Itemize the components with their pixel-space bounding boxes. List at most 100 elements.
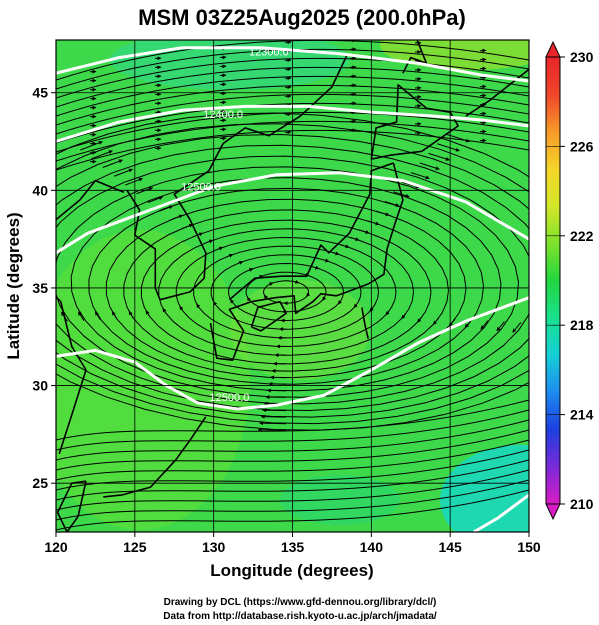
colorbar-tick-label: 218 xyxy=(570,317,594,333)
coast-ryukyu xyxy=(103,416,207,498)
streamline-arrow xyxy=(125,177,143,186)
height-contour-line xyxy=(473,493,529,532)
y-axis-label: Latitude (degrees) xyxy=(4,212,23,359)
x-axis-ticks: 120 125 130 135 140 145 150 xyxy=(44,532,541,555)
streamline-arrow xyxy=(28,312,35,323)
contour-label: 12500.0 xyxy=(181,181,221,193)
streamline-arrow xyxy=(258,275,264,279)
streamline-arrow xyxy=(147,196,164,203)
streamline-arrow xyxy=(259,421,287,426)
streamline-loop xyxy=(56,133,529,418)
height-contours xyxy=(56,46,529,532)
streamline-arrow xyxy=(203,239,214,245)
streamline-arrow xyxy=(321,296,327,301)
y-axis-ticks: 25 30 35 40 45 xyxy=(32,85,56,491)
colorbar-ticks: 210 214 218 222 226 230 xyxy=(546,49,594,512)
streamline-arrow xyxy=(237,260,244,265)
streamline-loop xyxy=(140,219,432,365)
contour-label: 12300.0 xyxy=(249,47,289,59)
coast-hokkaido xyxy=(370,84,459,160)
streamline-arrow xyxy=(0,313,2,325)
streamline-arrow xyxy=(358,229,370,234)
streamline-arrow xyxy=(181,223,194,230)
map-plot-area: 12300.0 12400.0 12500.0 12500.0 xyxy=(0,40,570,532)
streamline-southern xyxy=(56,419,529,461)
streamline-loop xyxy=(56,112,529,431)
streamline-arrow xyxy=(145,310,151,317)
streamline-southern xyxy=(56,439,529,481)
streamline-arrow xyxy=(246,296,251,302)
colorbar-tick-label: 214 xyxy=(570,407,594,423)
y-tick-label: 30 xyxy=(32,378,48,394)
streamline-arrow xyxy=(437,143,460,152)
streamline-arrow xyxy=(80,140,103,151)
x-tick-label: 150 xyxy=(517,539,541,555)
streamline-loop xyxy=(88,187,484,385)
x-tick-label: 130 xyxy=(202,539,226,555)
credit-line-1: Drawing by DCL (https://www.gfd-dennou.o… xyxy=(164,597,437,608)
streamline-arrow xyxy=(432,317,440,325)
colorbar-tick-label: 222 xyxy=(570,228,594,244)
streamline-arrow xyxy=(428,152,450,161)
streamline-southern xyxy=(56,409,529,451)
streamline-arrow xyxy=(496,321,505,332)
colorbar-lower-triangle xyxy=(545,503,561,521)
colorbar-tick-label: 230 xyxy=(570,49,594,65)
height-contour-line xyxy=(56,296,529,411)
streamline-loop xyxy=(56,144,529,412)
credit-line-2: Data from http://database.rish.kyoto-u.a… xyxy=(163,611,437,622)
cool-patch-north xyxy=(110,40,350,90)
streamline-loop xyxy=(123,209,449,372)
x-tick-label: 125 xyxy=(123,539,147,555)
streamline-arrow xyxy=(480,320,489,330)
height-contour-line xyxy=(56,104,529,143)
streamline-southern xyxy=(56,399,529,441)
streamline-arrow xyxy=(257,427,287,432)
streamline-arrow xyxy=(385,310,390,316)
warm-patch-west xyxy=(56,230,250,530)
x-tick-label: 135 xyxy=(281,539,305,555)
streamline-arrow xyxy=(226,253,234,258)
y-tick-label: 40 xyxy=(32,182,48,198)
streamline-loop xyxy=(70,177,502,392)
streamline-arrow xyxy=(419,162,440,171)
streamline-arrow xyxy=(262,408,287,413)
coast-china-east xyxy=(56,295,87,455)
height-contour-line xyxy=(56,171,529,255)
colorbar-upper-triangle xyxy=(545,40,561,58)
y-tick-label: 45 xyxy=(32,85,48,101)
coast-kyushu-honshu xyxy=(209,162,404,361)
contour-labels: 12300.0 12400.0 12500.0 12500.0 xyxy=(181,47,289,405)
streamline-loop xyxy=(158,228,414,356)
streamline-arrow xyxy=(215,246,224,251)
streamline-arrow xyxy=(230,299,235,304)
streamline-arrow xyxy=(323,258,330,263)
streamline-arrow xyxy=(353,303,358,309)
streamline-arrow xyxy=(263,294,268,299)
colorbar: 210 214 218 222 226 230 xyxy=(545,40,594,521)
coast-kurils xyxy=(465,68,529,117)
streamline-arrow xyxy=(128,311,134,319)
coast-japan-sea xyxy=(228,162,394,301)
streamline-arrow xyxy=(94,311,101,321)
contour-label: 12400.0 xyxy=(203,109,243,121)
streamline-arrow xyxy=(332,251,340,256)
streamline-arrow xyxy=(306,292,311,298)
streamline-southern xyxy=(56,429,529,471)
map-title: MSM 03Z25Aug2025 (200.0hPa) xyxy=(138,5,466,30)
streamline-arrow xyxy=(294,279,300,284)
streamline-arrow xyxy=(401,313,407,320)
colorbar-bar xyxy=(545,56,561,505)
coast-izu-islands xyxy=(361,307,369,339)
streamline-southern xyxy=(56,469,529,511)
streamline-southern xyxy=(56,479,529,521)
coast-sakhalin xyxy=(402,40,428,74)
streamline-arrow xyxy=(560,325,570,337)
streamline-arrow xyxy=(337,300,342,305)
streamline-loop xyxy=(210,254,362,330)
y-tick-label: 25 xyxy=(32,475,48,491)
height-contour-line xyxy=(56,46,529,83)
grid-lines xyxy=(56,40,529,532)
streamline-southern xyxy=(56,489,529,531)
colorbar-tick-label: 226 xyxy=(570,138,594,154)
